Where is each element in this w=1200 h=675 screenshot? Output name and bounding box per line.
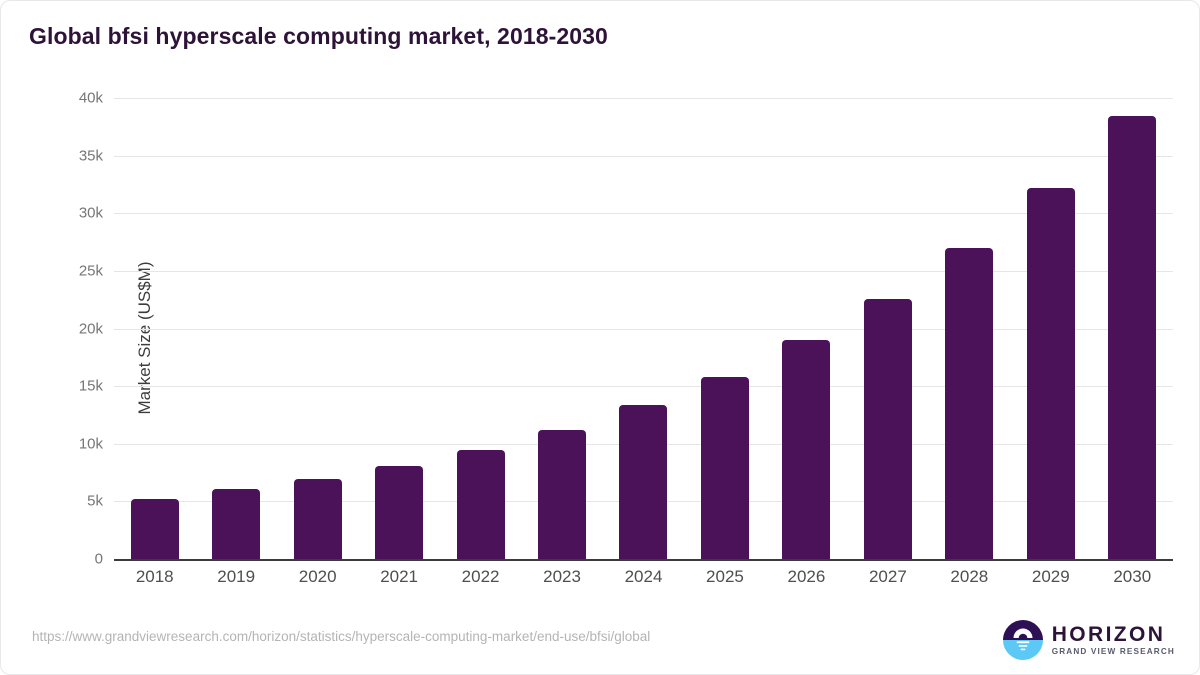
x-axis-tick-label: 2023 xyxy=(543,567,581,586)
bar-group[interactable] xyxy=(1010,98,1091,559)
x-axis-tick-label: 2018 xyxy=(135,567,174,586)
y-axis-tick-label: 5k xyxy=(87,492,103,510)
x-axis-tick-label: 2025 xyxy=(706,567,744,586)
bar[interactable] xyxy=(863,299,912,559)
logo-text: HORIZON GRAND VIEW RESEARCH xyxy=(1052,624,1175,656)
bar-group[interactable] xyxy=(195,98,276,559)
page-title: Global bfsi hyperscale computing market,… xyxy=(29,23,608,49)
bar-group[interactable] xyxy=(1092,98,1173,559)
source-url[interactable]: https://www.grandviewresearch.com/horizo… xyxy=(32,629,651,644)
bar[interactable] xyxy=(700,376,749,559)
bar[interactable] xyxy=(293,478,342,559)
x-axis-tick-label: 2020 xyxy=(298,567,337,586)
gridline xyxy=(114,328,1173,330)
y-axis-tick-label: 35k xyxy=(78,147,103,165)
y-axis-tick-label: 20k xyxy=(78,320,103,337)
bar-group[interactable] xyxy=(114,98,195,559)
gridline xyxy=(114,386,1173,388)
bar[interactable] xyxy=(782,340,831,559)
bar[interactable] xyxy=(945,248,994,559)
bar[interactable] xyxy=(375,465,424,559)
y-axis-tick-label: 10k xyxy=(78,435,103,453)
y-axis-tick-label: 0 xyxy=(94,550,103,568)
bar-group[interactable] xyxy=(277,98,358,559)
bar-group[interactable] xyxy=(358,98,439,559)
x-axis-tick-label: 2029 xyxy=(1031,567,1070,586)
x-axis-tick-label: 2022 xyxy=(461,567,500,586)
gridline xyxy=(114,155,1173,157)
bar[interactable] xyxy=(1026,188,1075,559)
bar-group[interactable] xyxy=(440,98,521,559)
plot-area xyxy=(114,98,1173,559)
horizon-logo: HORIZON GRAND VIEW RESEARCH xyxy=(1002,618,1175,662)
bar[interactable] xyxy=(538,429,587,559)
x-axis-tick-label: 2024 xyxy=(624,567,663,586)
bar-group[interactable] xyxy=(521,98,602,559)
bar[interactable] xyxy=(456,449,505,559)
x-axis-tick-label: 2028 xyxy=(950,567,989,586)
gridline xyxy=(114,98,1173,99)
x-axis-tick-label: 2026 xyxy=(787,567,826,586)
y-axis-tick-label: 30k xyxy=(78,204,103,222)
x-axis-tick-label: 2027 xyxy=(868,567,907,586)
x-axis-tick-label: 2021 xyxy=(380,567,419,586)
y-axis-tick-label: 15k xyxy=(78,377,103,395)
logo-wordmark: HORIZON xyxy=(1051,622,1166,646)
x-axis-line xyxy=(114,559,1173,561)
chart-plot-wrapper: Market Size (US$M) 0 5k 10k 15k 20k 25k 30k 35k… xyxy=(1,1,1199,621)
horizon-sun-circle-icon xyxy=(1002,620,1043,660)
bar-group[interactable] xyxy=(603,98,684,559)
bar[interactable] xyxy=(619,405,668,559)
gridline xyxy=(114,213,1173,215)
bar-group[interactable] xyxy=(847,98,928,559)
y-axis-tick-label: 40k xyxy=(78,89,103,107)
logo-tagline: GRAND VIEW RESEARCH xyxy=(1051,646,1175,656)
bar-group[interactable] xyxy=(684,98,765,559)
bar[interactable] xyxy=(130,498,179,559)
x-axis-tick-label: 2030 xyxy=(1113,567,1152,586)
x-axis-tick-labels: 2018 2019 2020 2021 2022 2023 2024 2025 2026 2027… xyxy=(114,1,1173,621)
bar[interactable] xyxy=(1108,115,1157,559)
y-axis-tick-label: 25k xyxy=(78,262,103,280)
x-axis-tick-label: 2019 xyxy=(217,567,256,586)
bar-group[interactable] xyxy=(766,98,847,559)
bar-group[interactable] xyxy=(929,98,1010,559)
bar[interactable] xyxy=(212,489,261,559)
gridline xyxy=(114,270,1173,272)
